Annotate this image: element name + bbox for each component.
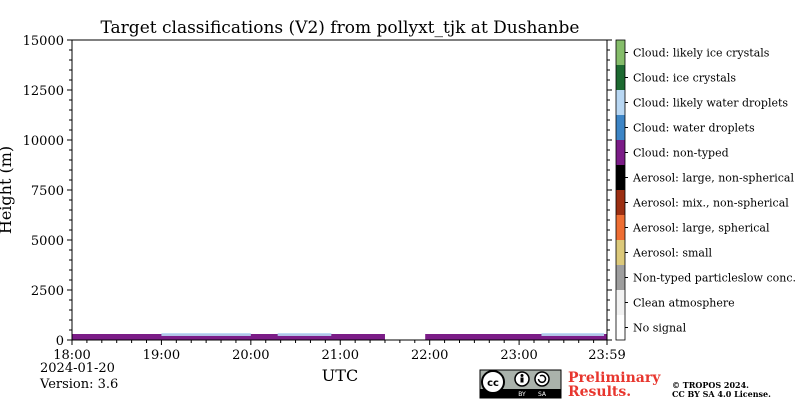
class-legend: No signal Clean atmosphere Non-typed parti…: [632, 47, 796, 335]
legend-label: Non-typed particleslow conc.: [633, 272, 796, 285]
x-tick-label: 23:00: [500, 348, 537, 363]
x-axis: 18:00 19:00 20:00 21:00 22:00 23:00 23:59: [53, 340, 626, 363]
preliminary-label-line1: Preliminary: [568, 370, 661, 386]
y-tick-label: 12500: [23, 84, 64, 99]
svg-text:cc: cc: [487, 378, 499, 389]
legend-label: Cloud: non-typed: [633, 147, 729, 160]
x-tick-label: 20:00: [232, 348, 269, 363]
colorbar-swatch: [616, 315, 625, 340]
colorbar-swatch: [616, 65, 625, 90]
x-tick-label: 18:00: [53, 348, 90, 363]
x-axis-label: UTC: [322, 366, 358, 385]
cloud-segment-2: [425, 334, 607, 340]
colorbar-swatch: [616, 115, 625, 140]
date-label: 2024-01-20: [40, 361, 115, 376]
water-droplet-patch-2: [277, 333, 332, 336]
y-tick-label: 2500: [31, 284, 64, 299]
legend-label: Cloud: likely water droplets: [633, 97, 788, 110]
colorbar-swatch: [616, 140, 625, 165]
colorbar-swatch: [616, 215, 625, 240]
plot-frame: [71, 39, 608, 341]
chart-title: Target classifications (V2) from pollyxt…: [101, 18, 580, 38]
y-axis: 0 2500 5000 7500 10000 12500 15000: [23, 34, 612, 349]
x-tick-label: 19:00: [143, 348, 180, 363]
colorbar-swatch: [616, 240, 625, 265]
version-label: Version: 3.6: [39, 377, 118, 392]
colorbar-swatch: [616, 40, 625, 65]
x-tick-label: 21:00: [322, 348, 359, 363]
license-sa-label: SA: [538, 391, 547, 398]
copyright-line2: CC BY SA 4.0 License.: [672, 389, 771, 399]
legend-label: Aerosol: small: [632, 247, 712, 260]
colorbar-swatch: [616, 90, 625, 115]
y-tick-label: 0: [56, 334, 64, 349]
license-by-label: BY: [518, 391, 526, 398]
legend-label: No signal: [633, 322, 687, 335]
plot-area: [72, 333, 607, 340]
legend-label: Cloud: likely ice crystals: [633, 47, 770, 60]
y-tick-label: 5000: [31, 234, 64, 249]
legend-label: Aerosol: large, non-spherical: [632, 172, 794, 185]
cc-by-sa-icon: cc BY SA: [479, 369, 562, 399]
water-droplet-patch-1: [161, 333, 251, 336]
y-axis-label: Height (m): [0, 146, 15, 234]
legend-label: Clean atmosphere: [633, 297, 735, 310]
colorbar-swatch: [616, 290, 625, 315]
legend-label: Cloud: ice crystals: [633, 72, 736, 85]
cloud-segment-1: [72, 334, 385, 340]
legend-label: Cloud: water droplets: [633, 122, 755, 135]
preliminary-label-line2: Results.: [568, 384, 631, 400]
y-tick-label: 7500: [31, 184, 64, 199]
copyright-line1: © TROPOS 2024.: [672, 380, 749, 390]
colorbar-swatch: [616, 265, 625, 290]
legend-label: Aerosol: mix., non-spherical: [632, 197, 789, 210]
x-tick-label: 23:59: [588, 348, 625, 363]
water-droplet-patch-3: [541, 333, 605, 336]
y-tick-label: 15000: [23, 34, 64, 49]
x-tick-label: 22:00: [411, 348, 448, 363]
y-tick-label: 10000: [23, 134, 64, 149]
class-colorbar: [615, 39, 628, 341]
colorbar-swatch: [616, 165, 625, 190]
legend-label: Aerosol: large, spherical: [632, 222, 770, 235]
colorbar-frame: [615, 39, 626, 341]
colorbar-swatch: [616, 190, 625, 215]
